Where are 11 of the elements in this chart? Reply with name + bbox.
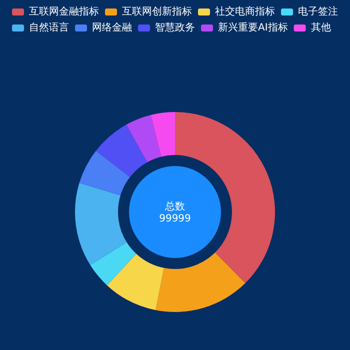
legend-label: 社交电商指标 <box>215 6 275 18</box>
text: 99999 <box>159 214 191 224</box>
legend-label: 智慧政务 <box>155 22 195 34</box>
legend-label: 互联网金融指标 <box>29 6 99 18</box>
legend-label: 其他 <box>310 22 331 34</box>
text: 总数 <box>164 200 185 212</box>
legend-label: 网络金融 <box>92 22 132 34</box>
legend-label: 新兴重要AI指标 <box>218 22 288 34</box>
legend-label: 自然语言 <box>29 22 69 34</box>
legend-label: 互联网创新指标 <box>122 6 192 18</box>
legend-label: 电子签注 <box>298 6 338 18</box>
